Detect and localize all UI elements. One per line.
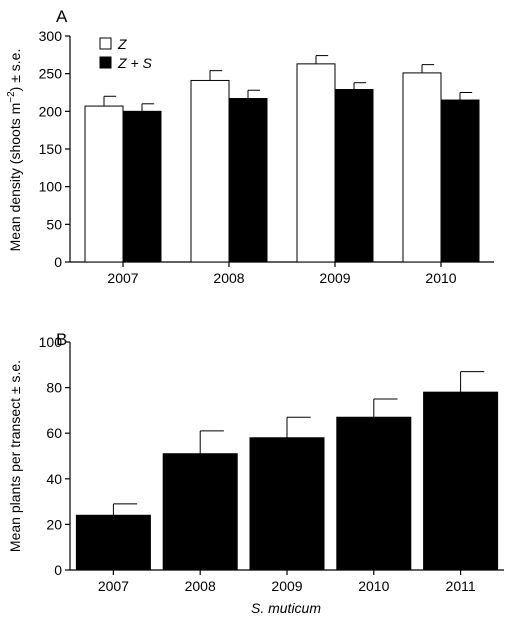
panel-a-bar: [84, 105, 124, 263]
panel-a-bar: [228, 98, 268, 263]
panel-b-y-tick-label: 40: [46, 471, 62, 487]
panel-a-bar: [440, 99, 480, 263]
panel-a-bar: [190, 79, 230, 263]
panel-b-bar: [423, 391, 499, 571]
panel-b-y-tick-label: 0: [54, 562, 62, 578]
panel-a-bar: [402, 72, 442, 263]
legend-swatch: [99, 37, 112, 50]
panel-b-letter: B: [56, 330, 67, 349]
panel-b-y-tick-label: 100: [39, 334, 63, 350]
legend-label: Z + S: [117, 55, 153, 71]
panel-a-x-tick-label: 2010: [425, 270, 456, 286]
legend-label: Z: [117, 36, 127, 52]
panel-a-y-tick-label: 200: [39, 103, 63, 119]
panel-a-y-tick-label: 100: [39, 179, 63, 195]
panel-a-bar: [296, 63, 336, 263]
panel-a-legend: Z Z + S: [99, 36, 153, 71]
legend-swatch: [99, 56, 112, 69]
panel-b-x-tick-label: 2010: [358, 578, 389, 594]
panel-a-bar: [334, 88, 374, 263]
panel-b-x-tick-label: 2008: [185, 578, 216, 594]
panel-b-y-tick-label: 20: [46, 516, 62, 532]
panel-a-x-tick-label: 2008: [213, 270, 244, 286]
panel-b-x-axis-label: S. muticum: [251, 600, 321, 616]
panel-b-chart: B Mean plants per transect ± s.e. S. mut…: [7, 330, 504, 616]
panel-a-y-tick-label: 50: [46, 216, 62, 232]
panel-b-bar: [249, 437, 325, 571]
panel-a-bar: [122, 110, 162, 263]
panel-b-x-tick-label: 2009: [271, 578, 302, 594]
panel-b-x-tick-label: 2007: [98, 578, 129, 594]
panel-a-y-tick-label: 250: [39, 66, 63, 82]
panel-a-x-tick-label: 2009: [319, 270, 350, 286]
panel-a-y-tick-label: 0: [54, 254, 62, 270]
panel-b-x-tick-label: 2011: [446, 578, 476, 594]
panel-b-y-axis-label: Mean plants per transect ± s.e.: [7, 360, 23, 552]
panel-a-y-tick-label: 150: [39, 141, 63, 157]
panel-b-bar: [336, 416, 412, 571]
panel-b-y-tick-label: 80: [46, 380, 62, 396]
panel-b-bar: [162, 453, 238, 571]
panel-a-letter: A: [56, 7, 68, 26]
panel-a-y-tick-label: 300: [39, 28, 63, 44]
panel-b-y-tick-label: 60: [46, 425, 62, 441]
panel-a-y-axis-label: Mean density (shoots m−2) ± s.e.: [6, 49, 23, 252]
panel-a-chart: A Mean density (shoots m−2) ± s.e. Z Z + …: [6, 7, 494, 286]
panel-a-x-tick-label: 2007: [107, 270, 138, 286]
panel-b-bar: [75, 514, 151, 571]
